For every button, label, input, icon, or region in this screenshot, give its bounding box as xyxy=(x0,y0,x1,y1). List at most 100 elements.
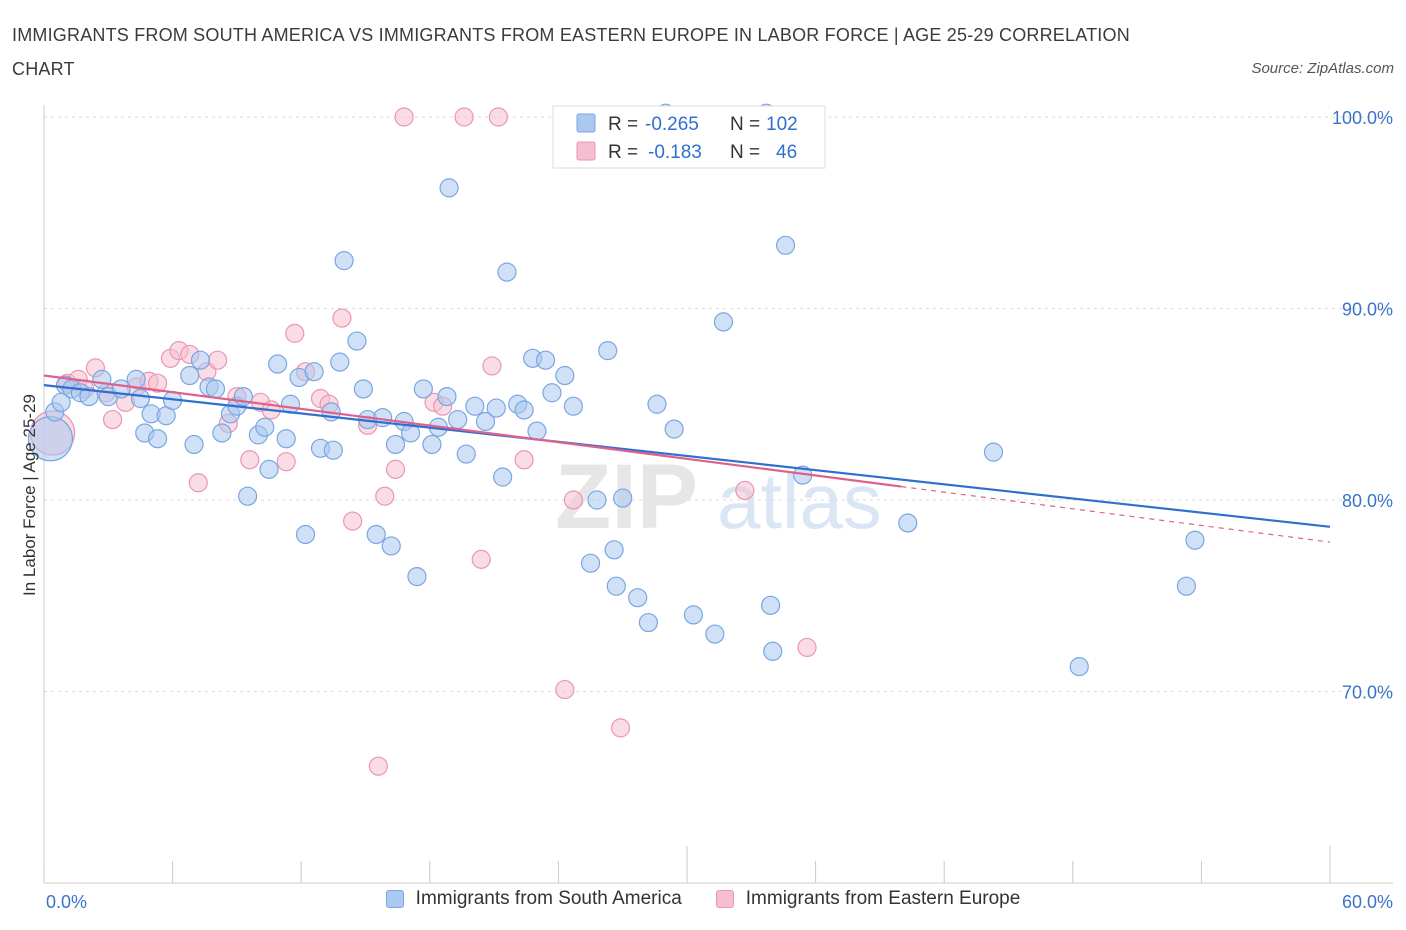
point-south-america xyxy=(514,400,534,420)
axis-layer: 70.0% 80.0% 90.0% 100.0% xyxy=(43,105,1393,884)
point-south-america xyxy=(439,178,459,198)
point-south-america xyxy=(79,386,99,407)
point-south-america xyxy=(304,362,324,382)
point-south-america xyxy=(628,588,648,608)
legend-r-label: R = xyxy=(608,142,638,163)
legend-label-south-america: Immigrants from South America xyxy=(415,888,682,909)
point-eastern-europe xyxy=(471,549,491,569)
legend-n-value: 46 xyxy=(776,142,797,163)
point-eastern-europe xyxy=(102,409,123,430)
point-eastern-europe xyxy=(332,308,352,328)
point-south-america xyxy=(705,624,725,644)
y-axis-label: In Labor Force | Age 25-29 xyxy=(20,394,39,596)
point-south-america xyxy=(647,394,667,414)
point-south-america xyxy=(497,262,517,282)
point-south-america xyxy=(542,383,562,403)
y-tick-label: 80.0% xyxy=(1342,491,1393,511)
point-south-america xyxy=(353,379,373,399)
point-south-america xyxy=(413,379,433,399)
point-eastern-europe xyxy=(188,473,208,493)
legend-r-label: R = xyxy=(608,114,638,135)
trend-line-eastern-europe xyxy=(43,374,902,488)
legend-item-eastern-europe[interactable]: Immigrants from Eastern Europe xyxy=(715,888,1021,910)
point-south-america xyxy=(898,513,918,533)
point-south-america xyxy=(1069,657,1089,677)
point-eastern-europe xyxy=(610,718,631,738)
legend-r-value: -0.183 xyxy=(648,142,702,163)
point-south-america xyxy=(422,434,442,455)
point-south-america xyxy=(238,486,258,506)
point-south-america xyxy=(334,251,354,271)
point-south-america xyxy=(407,566,427,587)
point-south-america xyxy=(604,540,624,560)
point-south-america xyxy=(713,312,734,332)
point-eastern-europe xyxy=(488,107,508,127)
point-south-america xyxy=(606,576,626,596)
point-south-america xyxy=(205,379,226,399)
point-south-america xyxy=(381,536,401,556)
point-south-america xyxy=(983,442,1004,462)
point-south-america xyxy=(347,331,367,351)
point-south-america xyxy=(448,409,468,430)
point-south-america xyxy=(276,429,296,449)
point-eastern-europe xyxy=(454,107,474,127)
source-label: Source: ZipAtlas.com xyxy=(1251,60,1394,77)
point-south-america xyxy=(92,369,112,389)
legend-n-label: N = xyxy=(730,142,760,163)
point-south-america xyxy=(486,398,506,418)
point-south-america xyxy=(268,354,288,374)
point-south-america xyxy=(259,459,279,479)
legend-swatch-south-america xyxy=(385,890,404,908)
point-south-america xyxy=(493,467,513,487)
legend-item-south-america[interactable]: Immigrants from South America xyxy=(385,888,682,910)
point-eastern-europe xyxy=(208,350,228,370)
point-eastern-europe xyxy=(343,511,363,531)
point-eastern-europe xyxy=(285,323,305,343)
point-south-america xyxy=(555,365,575,386)
point-south-america xyxy=(527,421,547,441)
point-eastern-europe xyxy=(555,679,575,700)
y-tick-label: 90.0% xyxy=(1342,300,1393,320)
point-south-america xyxy=(775,235,796,255)
y-tick-label: 70.0% xyxy=(1342,683,1393,703)
point-eastern-europe xyxy=(276,452,296,472)
point-south-america xyxy=(535,350,556,370)
point-south-america xyxy=(580,553,601,573)
point-south-america xyxy=(385,434,406,455)
chart-title: IMMIGRANTS FROM SOUTH AMERICA VS IMMIGRA… xyxy=(12,25,1130,79)
x-tick-label-min: 0.0% xyxy=(46,892,87,912)
y-tick-label: 100.0% xyxy=(1332,108,1393,128)
point-eastern-europe xyxy=(394,107,414,127)
point-eastern-europe xyxy=(482,356,502,376)
trend-extension-eastern-europe xyxy=(901,485,1331,543)
legend-top: R = -0.265 N = 102 R = -0.183 N = 46 xyxy=(552,105,826,169)
point-south-america xyxy=(190,350,211,370)
point-south-america xyxy=(763,641,783,661)
trend-layer xyxy=(43,374,1331,543)
point-south-america xyxy=(366,524,386,545)
trend-line-south-america xyxy=(43,384,1331,528)
point-south-america xyxy=(587,490,607,510)
point-south-america xyxy=(1185,530,1205,550)
legend-n-value: 102 xyxy=(766,114,798,135)
point-south-america xyxy=(638,612,659,633)
point-south-america xyxy=(598,341,618,361)
point-south-america xyxy=(130,388,151,409)
point-south-america xyxy=(760,595,781,615)
point-south-america xyxy=(323,440,343,460)
point-south-america xyxy=(683,605,704,625)
point-eastern-europe xyxy=(368,756,388,776)
point-south-america xyxy=(613,488,633,508)
point-south-america xyxy=(147,429,168,449)
point-eastern-europe xyxy=(797,637,817,658)
legend-swatch-pink xyxy=(576,141,596,161)
point-south-america xyxy=(212,423,232,443)
point-south-america xyxy=(180,365,200,386)
legend-n-label: N = xyxy=(730,114,760,135)
point-eastern-europe xyxy=(385,459,406,479)
legend-label-eastern-europe: Immigrants from Eastern Europe xyxy=(745,888,1021,909)
point-south-america xyxy=(456,444,476,464)
point-south-america xyxy=(465,396,485,416)
point-eastern-europe xyxy=(514,450,534,470)
